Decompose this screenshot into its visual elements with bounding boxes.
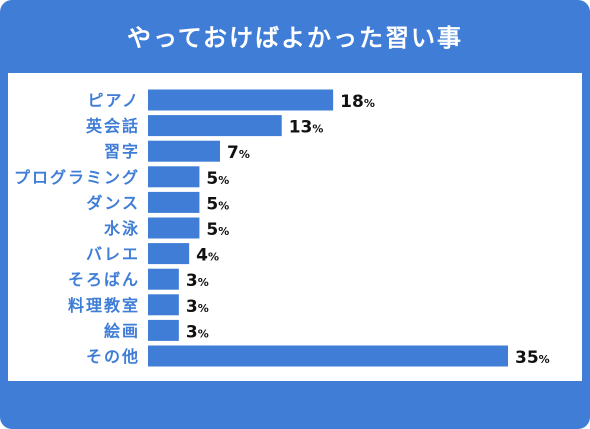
bar	[148, 319, 179, 341]
bar	[148, 243, 190, 265]
bar	[148, 89, 334, 111]
value-label: 5%	[206, 194, 229, 214]
value-label: 3%	[186, 322, 209, 342]
category-label: バレエ	[86, 245, 140, 264]
bar	[148, 294, 179, 316]
bar	[148, 166, 200, 188]
bar	[148, 115, 282, 137]
bar	[148, 268, 179, 290]
bar	[148, 345, 508, 367]
value-label: 7%	[227, 143, 250, 163]
bar	[148, 217, 200, 239]
category-label: ダンス	[86, 193, 140, 212]
category-label: プログラミング	[14, 168, 140, 187]
value-label: 18%	[340, 92, 375, 112]
category-label: 水泳	[104, 219, 140, 238]
category-label: ピアノ	[87, 91, 140, 110]
value-label: 5%	[206, 220, 229, 240]
category-label: 料理教室	[68, 296, 140, 315]
value-label: 13%	[289, 118, 324, 138]
value-label: 3%	[186, 297, 209, 317]
value-label: 4%	[196, 246, 219, 266]
value-label: 3%	[186, 271, 209, 291]
bar-chart: ピアノ 18% 英会話 13% 習字 7% プログラミング 5% ダンス 5% 水泳 5% バレエ 4% そ…	[14, 89, 550, 368]
category-label: 習字	[104, 142, 140, 161]
bar	[148, 191, 200, 213]
bar	[148, 140, 220, 162]
value-label: 5%	[206, 169, 229, 189]
chart-panel: ピアノ 18% 英会話 13% 習字 7% プログラミング 5% ダンス 5% 水泳 5% バレエ 4% そ…	[8, 73, 582, 381]
chart-title: やっておけばよかった習い事	[126, 24, 464, 52]
category-label: 英会話	[85, 117, 140, 136]
category-label: その他	[86, 347, 140, 366]
category-label: 絵画	[104, 321, 140, 340]
value-label: 35%	[515, 348, 550, 368]
category-label: そろばん	[68, 270, 140, 289]
